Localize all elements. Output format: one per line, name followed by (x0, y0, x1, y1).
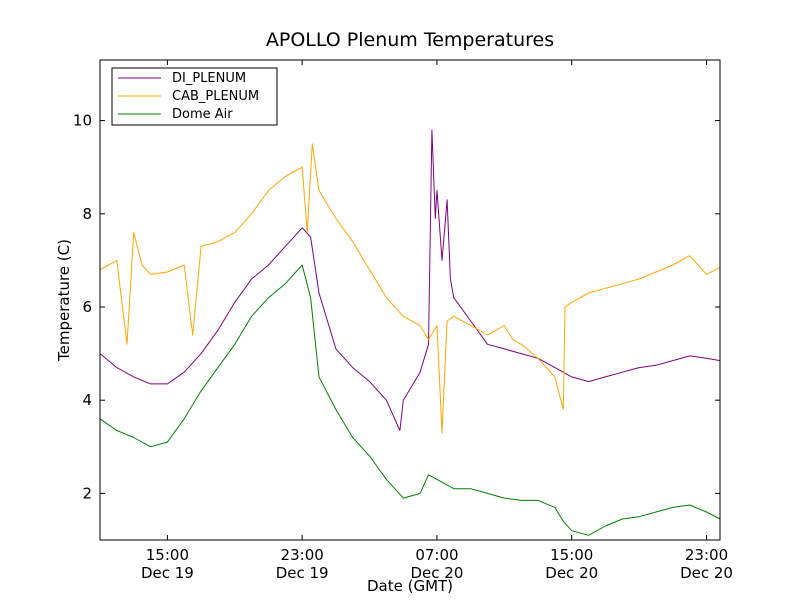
legend-label-cab-plenum: CAB_PLENUM (172, 89, 259, 104)
legend-label-di-plenum: DI_PLENUM (172, 71, 246, 86)
series-line-dome-air (99, 264, 721, 536)
x-tick-time-label: 23:00 (685, 546, 728, 564)
x-tick-date-label: Dec 20 (680, 564, 733, 582)
x-tick-time-label: 15:00 (550, 546, 593, 564)
x-tick-date-label: Dec 19 (276, 564, 329, 582)
y-tick-label: 6 (82, 298, 92, 316)
y-tick-label: 8 (82, 205, 92, 223)
x-axis-label: Date (GMT) (367, 577, 453, 595)
series-layer (99, 129, 721, 536)
chart-title: APOLLO Plenum Temperatures (266, 29, 554, 51)
y-axis-label: Temperature (C) (55, 239, 73, 362)
x-tick-time-label: 15:00 (146, 546, 189, 564)
x-tick-time-label: 23:00 (281, 546, 324, 564)
x-tick-date-label: Dec 19 (141, 564, 194, 582)
y-tick-label: 10 (73, 112, 92, 130)
series-line-di-plenum (99, 129, 721, 431)
x-tick-date-label: Dec 20 (545, 564, 598, 582)
y-tick-label: 4 (82, 391, 92, 409)
x-tick-time-label: 07:00 (415, 546, 458, 564)
x-tick-date-label: Dec 20 (411, 564, 464, 582)
legend: DI_PLENUM CAB_PLENUM Dome Air (111, 67, 278, 126)
series-line-cab-plenum (99, 143, 721, 434)
legend-label-dome-air: Dome Air (172, 107, 233, 122)
y-tick-label: 2 (82, 484, 92, 502)
plot-frame (99, 59, 721, 541)
